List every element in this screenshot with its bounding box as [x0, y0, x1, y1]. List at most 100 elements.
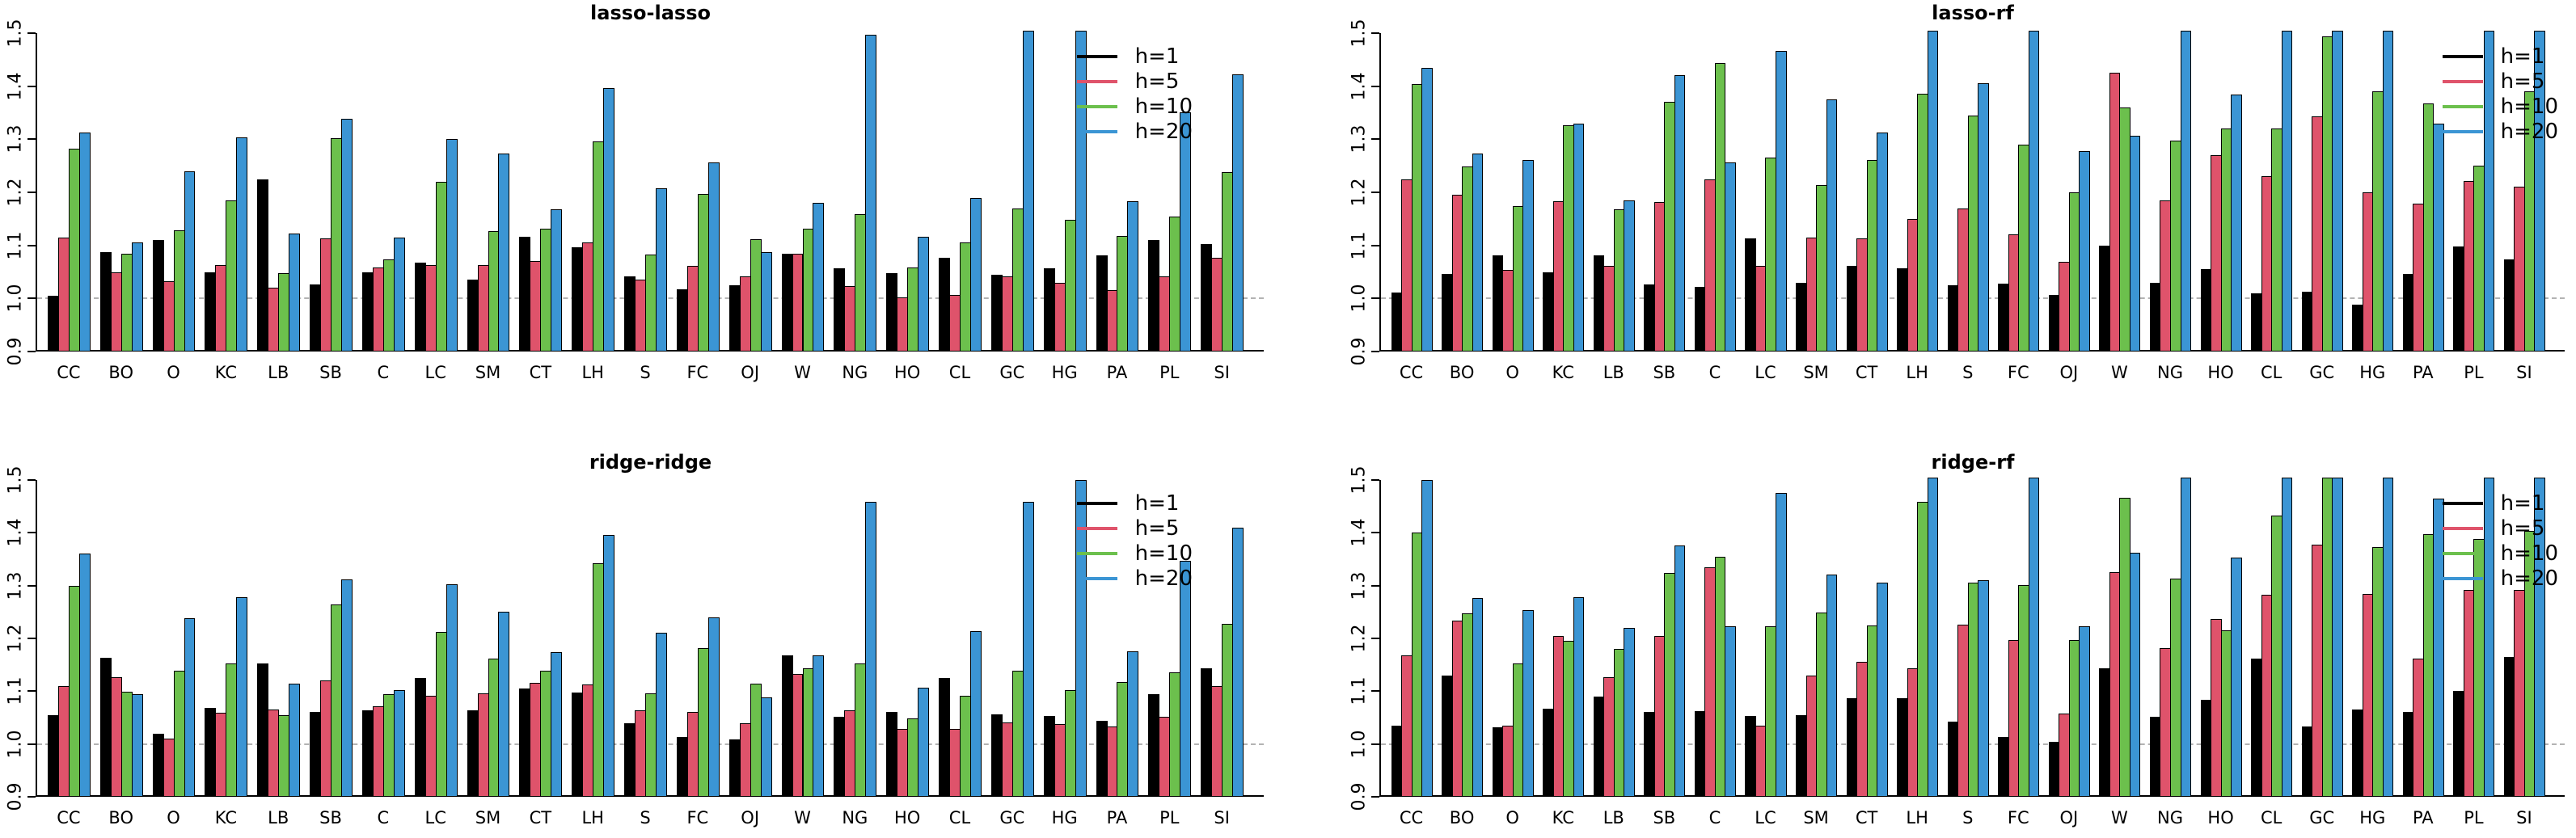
- bar-HO-h=5: [2211, 618, 2222, 797]
- bar-OJ-h=10: [750, 238, 762, 352]
- legend-line-swatch: [1076, 79, 1117, 83]
- x-category-label: SB: [1653, 808, 1676, 827]
- bar-SB-h=20: [1674, 545, 1686, 797]
- y-axis-tick: [27, 638, 36, 639]
- x-category-label: SB: [319, 808, 342, 827]
- bar-LB-h=1: [257, 663, 269, 797]
- bar-S-h=20: [1978, 82, 1989, 352]
- legend-line-swatch: [2442, 551, 2483, 555]
- bar-W-h=10: [802, 228, 814, 352]
- bar-KC-h=5: [215, 264, 227, 352]
- legend-line-swatch: [1076, 104, 1117, 108]
- bar-NG-h=10: [855, 213, 867, 352]
- bar-CC-h=1: [1391, 293, 1402, 352]
- bar-FC-h=20: [707, 162, 720, 352]
- bar-S-h=5: [635, 710, 646, 797]
- x-category-label: HO: [893, 363, 921, 382]
- y-axis-tick: [27, 297, 36, 300]
- bar-GC-h=5: [1001, 276, 1013, 352]
- bar-BO-h=10: [1462, 166, 1473, 352]
- bar-FC-h=10: [697, 193, 709, 352]
- x-category-label: LC: [424, 808, 446, 827]
- bar-HG-h=20: [2382, 31, 2394, 352]
- x-category-label: BO: [1449, 363, 1475, 382]
- bar-PA-h=10: [2422, 103, 2435, 352]
- x-category-label: PL: [1159, 363, 1180, 382]
- bar-CC-h=5: [1401, 655, 1413, 797]
- bar-SM-h=10: [488, 230, 500, 352]
- bar-HG-h=10: [2372, 91, 2384, 352]
- x-category-label: HG: [1051, 808, 1078, 827]
- bar-CC-h=10: [68, 585, 80, 797]
- bar-O-h=5: [163, 281, 175, 352]
- bar-NG-h=10: [2170, 578, 2181, 797]
- legend-label: h=10: [2500, 94, 2558, 119]
- x-category-label: LH: [581, 363, 604, 382]
- bar-SI-h=20: [1232, 74, 1244, 352]
- x-category-label: LH: [581, 808, 604, 827]
- legend-item-h=20: h=20: [1076, 119, 1193, 144]
- legend-item-h=20: h=20: [2442, 566, 2558, 591]
- x-category-label: LH: [1906, 808, 1928, 827]
- legend-line-swatch: [2442, 54, 2483, 58]
- bar-LH-h=1: [572, 693, 584, 797]
- bar-O-h=5: [163, 739, 175, 797]
- x-category-label: FC: [686, 808, 709, 827]
- x-category-label: SB: [319, 363, 342, 382]
- y-axis-tick: [27, 743, 36, 745]
- bar-S-h=5: [1957, 208, 1969, 352]
- x-category-label: PL: [1159, 808, 1180, 827]
- x-category-label: LB: [268, 808, 289, 827]
- x-category-label: O: [167, 808, 180, 827]
- bar-OJ-h=20: [2079, 625, 2090, 797]
- x-category-label: O: [167, 363, 180, 382]
- bar-LC-h=5: [1755, 725, 1767, 797]
- bar-BO-h=20: [131, 242, 143, 352]
- bar-CC-h=20: [1421, 68, 1433, 352]
- bar-PA-h=10: [1117, 235, 1129, 352]
- bar-SM-h=1: [467, 710, 479, 797]
- x-category-label: O: [1505, 808, 1519, 827]
- y-axis-tick: [27, 32, 36, 34]
- bar-LH-h=10: [1917, 502, 1928, 797]
- legend-label: h=1: [2500, 491, 2545, 516]
- x-category-label: PL: [2464, 808, 2484, 827]
- bar-FC-h=20: [707, 617, 720, 797]
- bar-KC-h=1: [1543, 708, 1554, 797]
- x-category-label: KC: [214, 808, 238, 827]
- y-axis-tick: [27, 138, 36, 141]
- bar-SM-h=20: [498, 154, 510, 352]
- bar-PL-h=5: [1159, 716, 1171, 797]
- y-axis-tick-label: 1.5: [1349, 19, 1370, 48]
- bar-W-h=10: [2119, 498, 2130, 797]
- bar-PL-h=1: [1148, 240, 1160, 352]
- x-category-label: BO: [1449, 808, 1475, 827]
- bar-SB-h=20: [1674, 74, 1686, 352]
- legend-line-swatch: [1076, 129, 1117, 133]
- bar-HO-h=5: [897, 297, 909, 352]
- y-axis-tick-label: 1.3: [5, 124, 26, 154]
- bar-O-h=10: [173, 670, 185, 797]
- y-axis-line: [1379, 33, 1381, 352]
- bar-HG-h=1: [1043, 716, 1055, 797]
- panel-title: lasso-lasso: [590, 2, 711, 24]
- legend-item-h=5: h=5: [2442, 69, 2558, 94]
- bar-KC-h=5: [1552, 200, 1565, 352]
- y-axis-tick: [27, 479, 36, 481]
- legend-line-swatch: [1076, 526, 1117, 530]
- bar-SI-h=10: [1222, 623, 1234, 797]
- x-category-label: O: [1505, 363, 1519, 382]
- bar-BO-h=10: [120, 254, 133, 352]
- bar-LC-h=10: [1765, 625, 1776, 797]
- bar-LH-h=5: [582, 242, 594, 352]
- bar-NG-h=1: [2149, 717, 2161, 797]
- bar-OJ-h=10: [750, 683, 762, 797]
- bar-GC-h=1: [2301, 726, 2313, 797]
- bar-HO-h=10: [2220, 630, 2232, 797]
- bar-CL-h=20: [2281, 478, 2293, 797]
- y-axis-tick-label: 1.0: [1349, 730, 1370, 759]
- y-axis-line: [1379, 480, 1381, 797]
- x-category-label: LB: [1603, 808, 1624, 827]
- y-axis-line: [36, 480, 37, 797]
- bar-LH-h=5: [1907, 668, 1919, 797]
